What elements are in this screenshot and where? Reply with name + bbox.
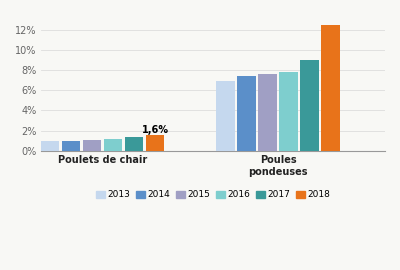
- Bar: [82, 140, 102, 151]
- Bar: [279, 72, 298, 151]
- Bar: [40, 141, 60, 151]
- Bar: [124, 137, 144, 151]
- Bar: [62, 141, 80, 151]
- Legend: 2013, 2014, 2015, 2016, 2017, 2018: 2013, 2014, 2015, 2016, 2017, 2018: [92, 187, 334, 203]
- Bar: [237, 76, 256, 151]
- Bar: [258, 74, 277, 151]
- Bar: [146, 134, 164, 151]
- Bar: [216, 81, 235, 151]
- Bar: [321, 25, 340, 151]
- Bar: [300, 60, 319, 151]
- Bar: [104, 139, 122, 151]
- Text: 1,6%: 1,6%: [142, 125, 168, 135]
